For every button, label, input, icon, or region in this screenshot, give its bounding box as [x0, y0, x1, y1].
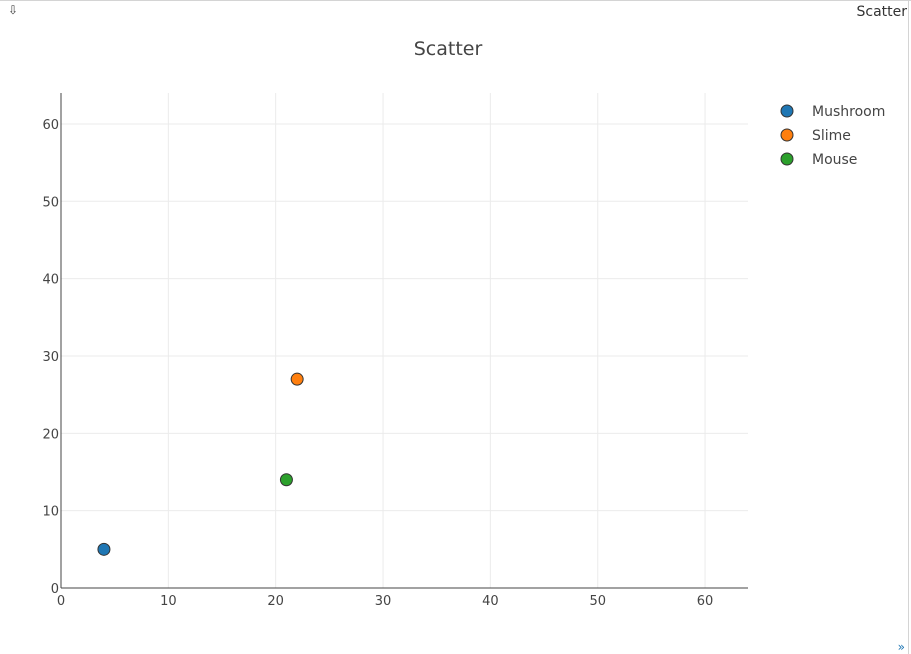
x-tick-label: 50	[589, 594, 606, 609]
y-tick-label: 10	[42, 505, 59, 520]
x-tick-label: 0	[57, 594, 65, 609]
data-point-slime	[290, 372, 304, 386]
expand-icon[interactable]: »	[897, 640, 905, 654]
y-tick-label: 0	[51, 582, 59, 597]
chart-title: Scatter	[414, 38, 483, 60]
download-icon[interactable]: ⇩	[8, 3, 19, 17]
top-border	[0, 0, 911, 1]
legend-label-mushroom: Mushroom	[812, 104, 885, 120]
legend-marker-mushroom	[780, 104, 794, 118]
legend-label-mouse: Mouse	[812, 152, 857, 168]
right-border	[908, 0, 909, 654]
x-tick-label: 60	[697, 594, 714, 609]
y-tick-label: 40	[42, 273, 59, 288]
y-tick-label: 60	[42, 118, 59, 133]
data-point-mouse	[279, 473, 293, 487]
points-layer	[97, 372, 304, 556]
x-tick-label: 30	[375, 594, 392, 609]
legend-marker-mouse	[780, 152, 794, 166]
y-tick-label: 30	[42, 350, 59, 365]
x-tick-label: 20	[267, 594, 284, 609]
tab-label: Scatter	[856, 4, 907, 20]
grid-layer	[61, 93, 748, 588]
data-point-mushroom	[97, 542, 111, 556]
x-tick-label: 10	[160, 594, 177, 609]
y-tick-label: 50	[42, 195, 59, 210]
legend: Mushroom Slime Mouse	[780, 104, 885, 168]
legend-label-slime: Slime	[812, 128, 851, 144]
x-tick-label: 40	[482, 594, 499, 609]
axis-layer: 0 10 20 30 40 50 60 0 10 20 30 40 50 60	[42, 93, 748, 609]
y-tick-label: 20	[42, 427, 59, 442]
legend-marker-slime	[780, 128, 794, 142]
